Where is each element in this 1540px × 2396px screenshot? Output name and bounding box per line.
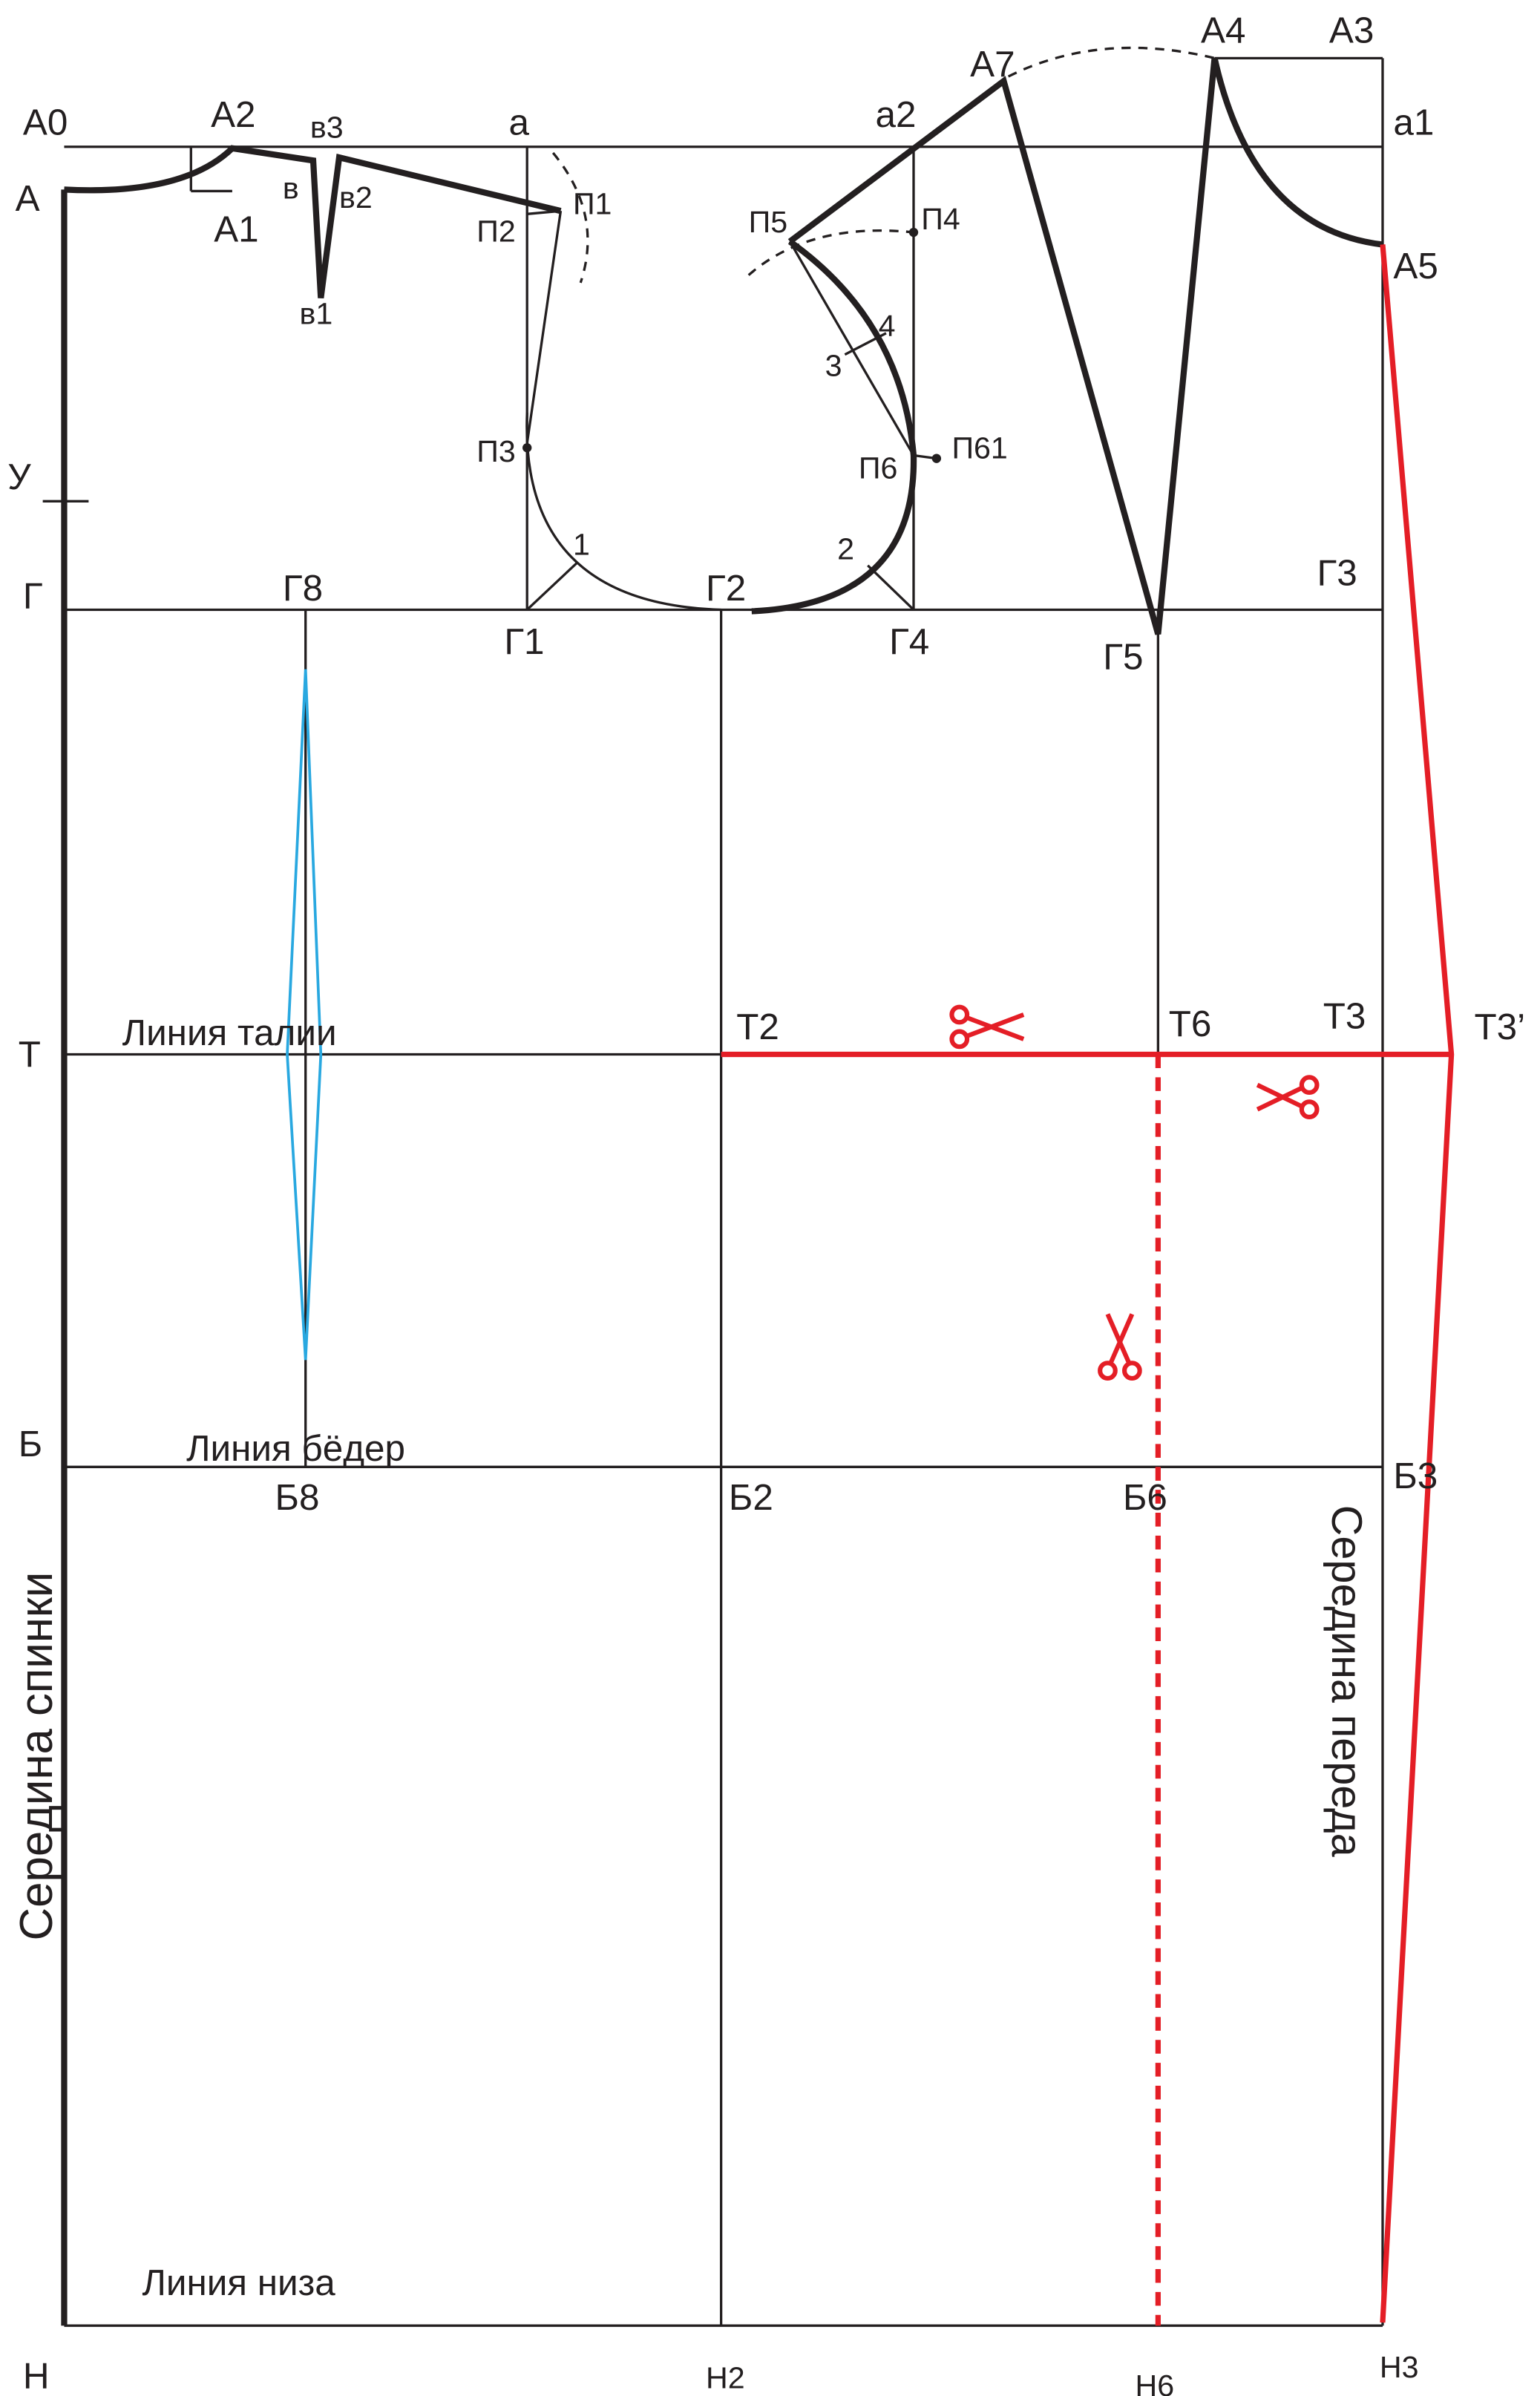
point-label: П4 (921, 202, 960, 236)
point-label: П61 (951, 431, 1007, 465)
point-label: а (508, 102, 529, 143)
point-label: Г1 (504, 621, 544, 662)
point-label: Н (23, 2356, 50, 2396)
point-label: Г3 (1317, 553, 1357, 594)
point-label: П6 (859, 451, 897, 485)
point-label: Б (19, 1424, 42, 1464)
point-label: П2 (476, 214, 515, 248)
point-label: А0 (23, 102, 68, 143)
point-label: Г5 (1103, 637, 1143, 678)
point-label: А2 (211, 94, 255, 135)
point-label: А7 (970, 44, 1015, 85)
point-label: Г2 (706, 568, 746, 609)
point-label: в (283, 171, 299, 206)
point-label: а1 (1393, 102, 1434, 143)
point-label: Г4 (889, 621, 929, 662)
point-label: П3 (476, 434, 515, 468)
point-label: Т (19, 1034, 41, 1075)
point-label: П1 (573, 186, 612, 220)
point-label: Т3’ (1474, 1006, 1525, 1047)
hem-line-label: Линия низа (142, 2262, 335, 2303)
scissors (949, 1004, 1320, 1381)
point-label: Г (23, 575, 43, 616)
point-label: А4 (1201, 10, 1245, 51)
point-label: А (16, 178, 40, 219)
outline (61, 57, 1455, 2326)
point-label: Б3 (1393, 1456, 1438, 1496)
point-label: 4 (879, 309, 896, 343)
front-center-label: Середина переда (1323, 1505, 1370, 1858)
point-label: А3 (1329, 10, 1374, 51)
point-label: Б6 (1123, 1477, 1167, 1518)
point-label: в3 (310, 110, 344, 144)
labels: А0 А2 в3 а а2 А7 А4 А3 а1 А А1 в в2 П1 П2 П5 П4 А5 в1 4 3 У П3… (7, 10, 1525, 2396)
waist-line-label: Линия талии (122, 1012, 337, 1053)
point-label: Н2 (706, 2361, 745, 2395)
point-label: 1 (573, 527, 590, 561)
point-label: Т6 (1169, 1004, 1212, 1044)
point-label: 2 (837, 532, 854, 566)
point-label: 3 (825, 349, 842, 383)
point-label: Н3 (1380, 2350, 1419, 2384)
hips-line-label: Линия бёдер (186, 1428, 405, 1469)
point-label: П5 (749, 205, 787, 239)
construction-lines (42, 46, 1384, 2327)
point-label: в1 (299, 297, 332, 331)
point-label: Н6 (1135, 2369, 1174, 2396)
point-label: Б8 (275, 1477, 320, 1518)
point-label: А5 (1393, 246, 1438, 287)
point-label: Т3 (1323, 996, 1366, 1037)
back-center-label: Середина спинки (11, 1572, 62, 1941)
point-label: а2 (876, 94, 917, 135)
point-label: У (7, 456, 31, 497)
point-label: Г8 (283, 568, 323, 609)
point-label: в2 (339, 180, 373, 215)
point-label: А1 (214, 209, 258, 249)
point-label: Б2 (729, 1477, 773, 1518)
point-label: Т2 (736, 1006, 779, 1047)
